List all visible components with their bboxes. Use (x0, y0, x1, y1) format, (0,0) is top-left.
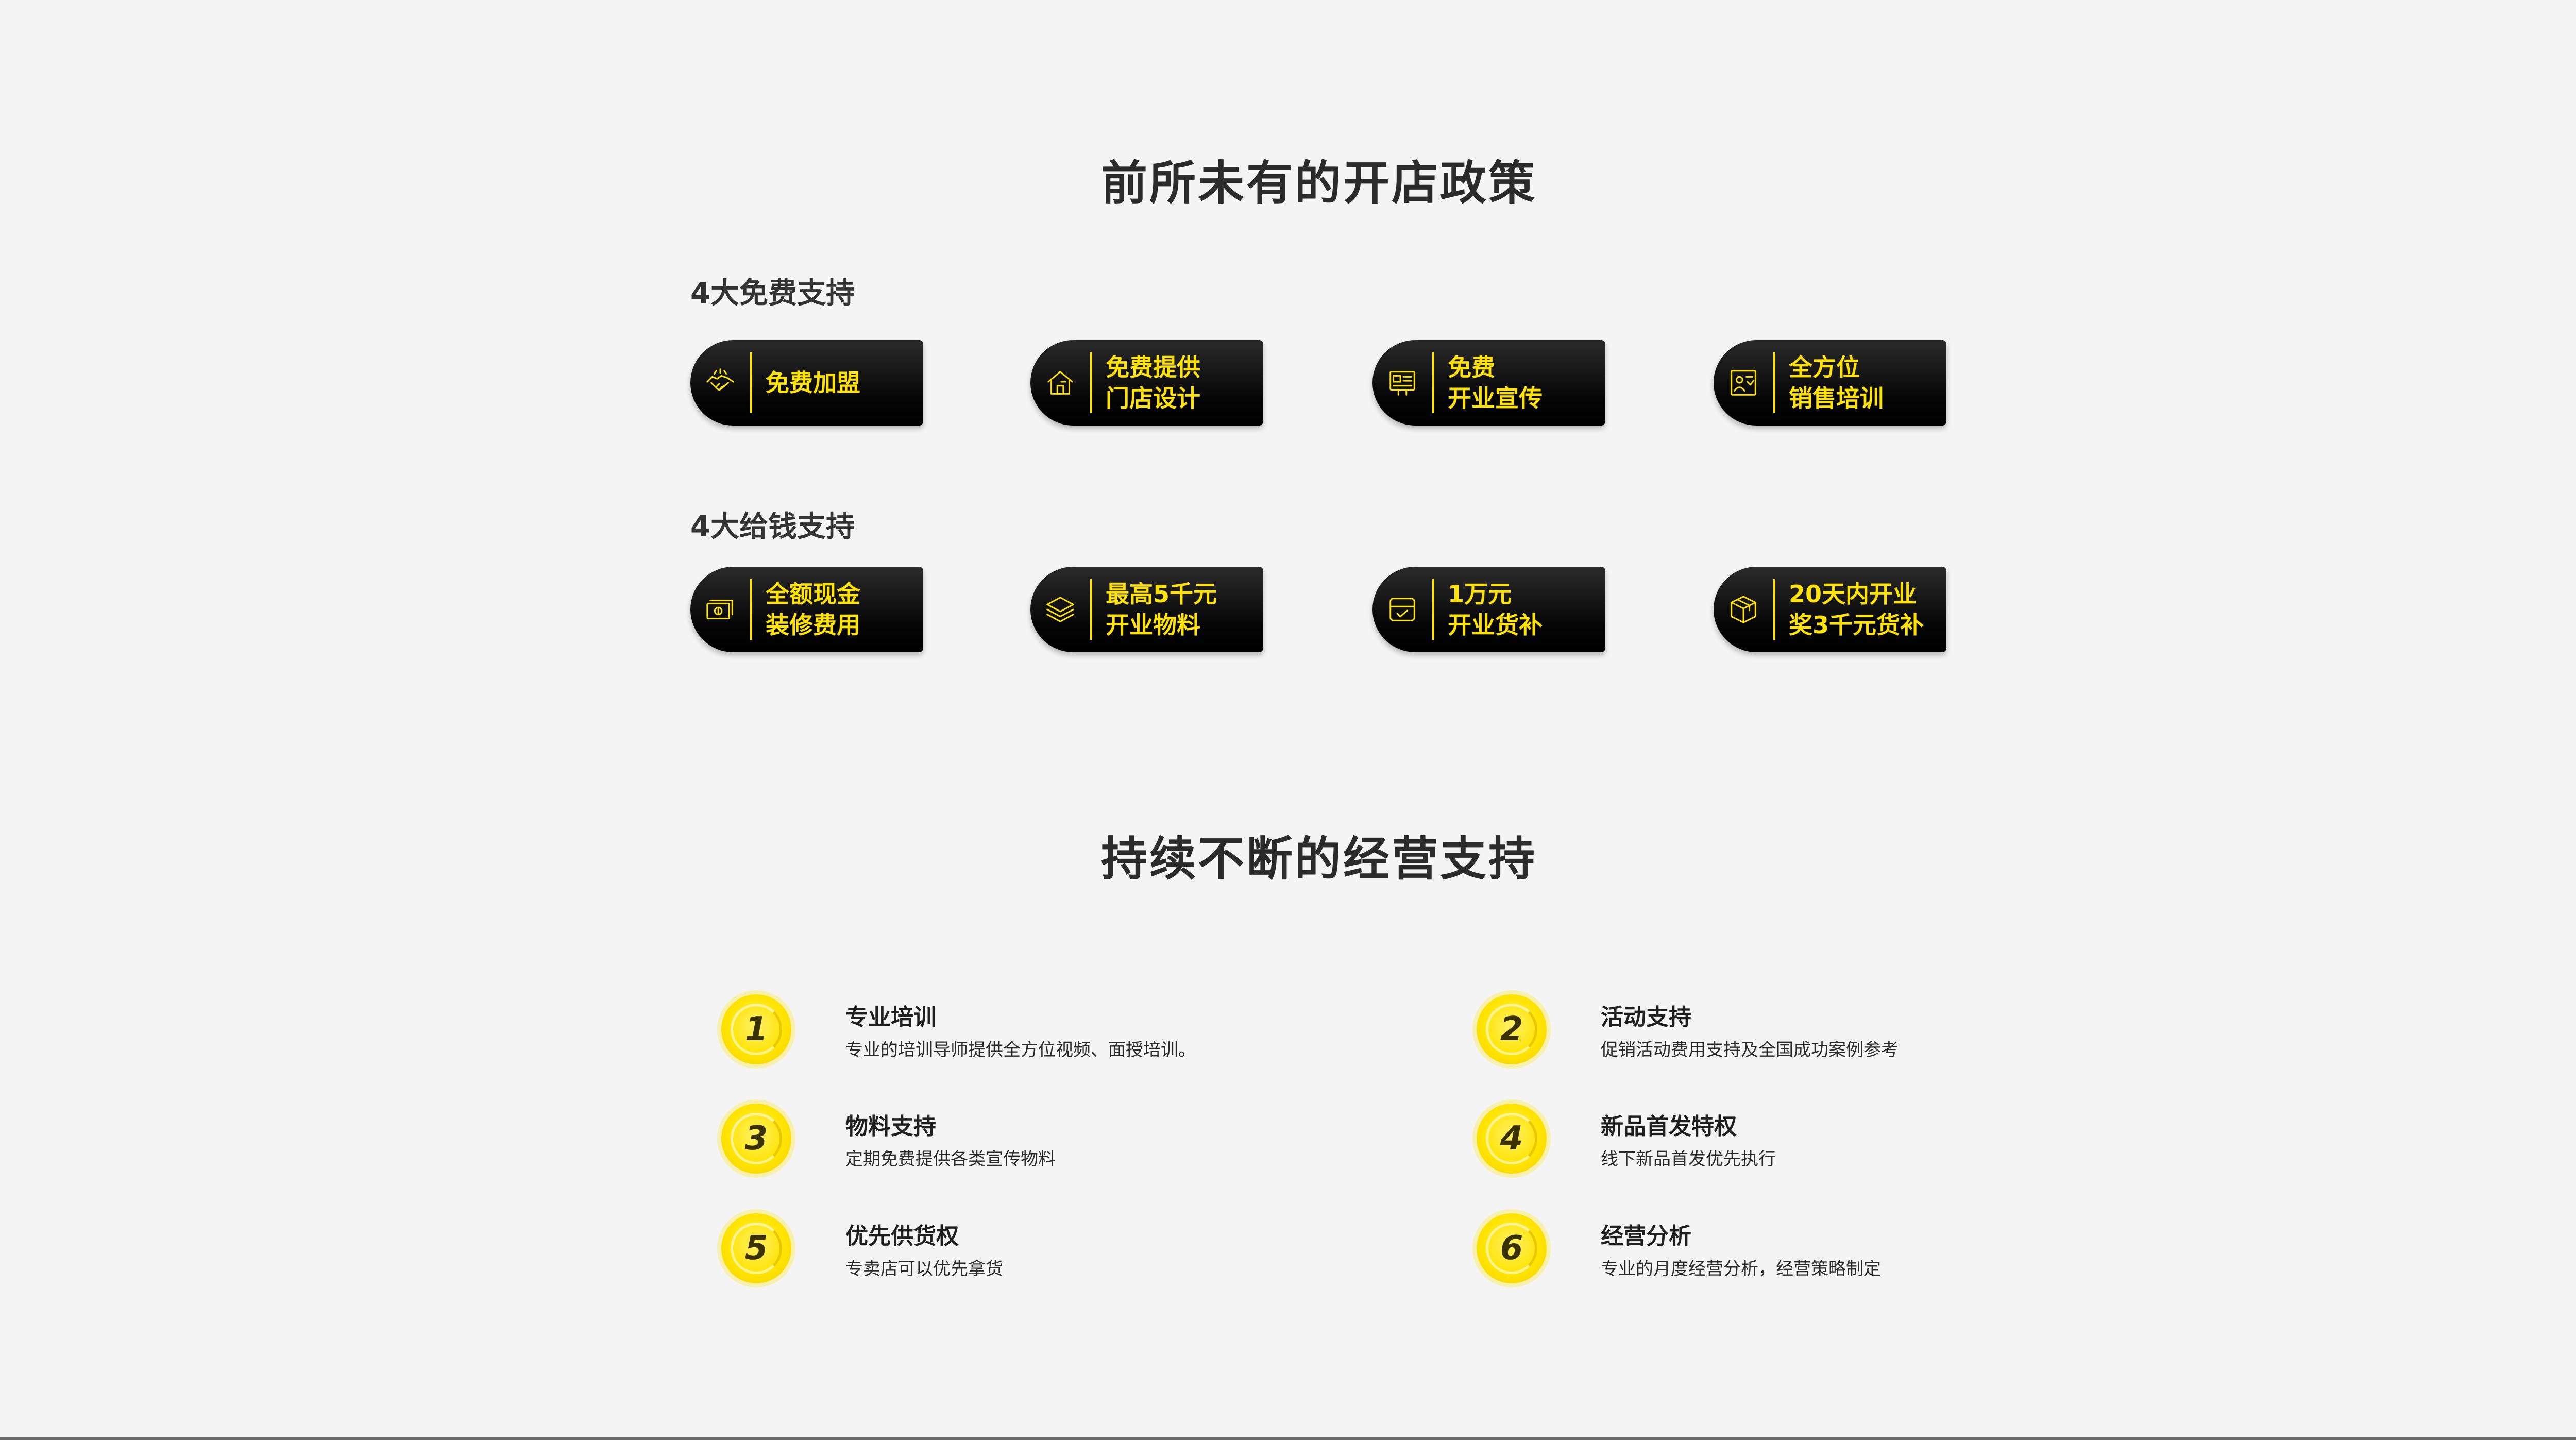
badge-number: 5 (744, 1229, 768, 1267)
operation-title: 持续不断的经营支持 (1101, 832, 1537, 886)
number-badge: 6 (1477, 1213, 1547, 1283)
trainer-board-icon (1714, 340, 1773, 426)
card-line: 奖3千元货补 (1789, 611, 1924, 639)
free-support-label: 4大免费支持 (690, 277, 855, 310)
badge-number: 1 (744, 1010, 768, 1048)
billboard-icon (1372, 340, 1432, 426)
number-badge: 2 (1477, 994, 1547, 1064)
badge-number: 4 (1500, 1120, 1523, 1158)
policy-title: 前所未有的开店政策 (1101, 156, 1537, 210)
number-badge: 1 (721, 994, 791, 1064)
storefront-icon (1030, 340, 1090, 426)
card-free-join: 免费加盟 (690, 340, 923, 426)
inbox-check-icon (1372, 567, 1432, 652)
badge-number: 2 (1500, 1010, 1523, 1048)
card-divider (750, 579, 752, 640)
card-line: 1万元 (1448, 580, 1512, 608)
card-divider (1432, 579, 1434, 640)
feature-item: 5 优先供货权 专卖店可以优先拿货 (721, 1213, 1391, 1296)
card-line: 免费 (1448, 353, 1495, 381)
feature-title: 物料支持 (845, 1113, 936, 1140)
card-line: 销售培训 (1789, 384, 1884, 412)
card-text: 20天内开业 奖3千元货补 (1775, 579, 1924, 640)
feature-title: 专业培训 (845, 1004, 936, 1030)
card-text: 免费加盟 (752, 367, 860, 398)
card-line: 开业物料 (1106, 611, 1200, 639)
feature-desc: 专业的培训导师提供全方位视频、面授培训。 (845, 1040, 1196, 1060)
feature-item: 6 经营分析 专业的月度经营分析，经营策略制定 (1477, 1213, 2146, 1296)
card-opening-materials: 最高5千元 开业物料 (1030, 567, 1263, 652)
feature-title: 经营分析 (1601, 1223, 1691, 1249)
card-text: 最高5千元 开业物料 (1092, 579, 1217, 640)
card-divider (1432, 352, 1434, 413)
card-opening-promo: 免费 开业宣传 (1372, 340, 1605, 426)
feature-title: 活动支持 (1601, 1004, 1691, 1030)
card-opening-subsidy: 1万元 开业货补 (1372, 567, 1605, 652)
feature-item: 4 新品首发特权 线下新品首发优先执行 (1477, 1104, 2146, 1186)
card-line: 门店设计 (1106, 384, 1200, 412)
card-line: 全额现金 (766, 580, 860, 608)
feature-title: 优先供货权 (845, 1223, 959, 1249)
free-support-row: 免费加盟 免费提供 门店设计 (0, 340, 2576, 428)
card-line: 装修费用 (766, 611, 860, 639)
feature-item: 3 物料支持 定期免费提供各类宣传物料 (721, 1104, 1391, 1186)
card-line: 全方位 (1789, 353, 1860, 381)
feature-item: 2 活动支持 促销活动费用支持及全国成功案例参考 (1477, 994, 2146, 1077)
card-divider (1090, 352, 1092, 413)
cash-icon (690, 567, 750, 652)
card-divider (1773, 579, 1775, 640)
card-line: 20天内开业 (1789, 580, 1917, 608)
badge-number: 6 (1500, 1229, 1523, 1267)
card-divider (1773, 352, 1775, 413)
feature-desc: 定期免费提供各类宣传物料 (845, 1149, 1056, 1170)
money-support-row: 全额现金 装修费用 最高5千元 开业物料 (0, 567, 2576, 654)
feature-item: 1 专业培训 专业的培训导师提供全方位视频、面授培训。 (721, 994, 1391, 1077)
card-line: 开业货补 (1448, 611, 1543, 639)
feature-desc: 专卖店可以优先拿货 (845, 1259, 1003, 1279)
package-icon (1714, 567, 1773, 652)
card-fast-opening-bonus: 20天内开业 奖3千元货补 (1714, 567, 1946, 652)
card-line: 免费加盟 (766, 369, 860, 397)
card-text: 全方位 销售培训 (1775, 352, 1884, 414)
card-text: 1万元 开业货补 (1434, 579, 1543, 640)
badge-number: 3 (744, 1120, 768, 1158)
card-line: 开业宣传 (1448, 384, 1543, 412)
card-text: 免费提供 门店设计 (1092, 352, 1200, 414)
card-store-design: 免费提供 门店设计 (1030, 340, 1263, 426)
card-divider (1090, 579, 1092, 640)
card-sales-training: 全方位 销售培训 (1714, 340, 1946, 426)
number-badge: 4 (1477, 1104, 1547, 1174)
card-line: 免费提供 (1106, 353, 1200, 381)
card-line: 最高5千元 (1106, 580, 1217, 608)
feature-desc: 专业的月度经营分析，经营策略制定 (1601, 1259, 1881, 1279)
card-divider (750, 352, 752, 413)
feature-desc: 线下新品首发优先执行 (1601, 1149, 1776, 1170)
card-renovation-cash: 全额现金 装修费用 (690, 567, 923, 652)
handshake-icon (690, 340, 750, 426)
money-support-label: 4大给钱支持 (690, 510, 855, 544)
feature-desc: 促销活动费用支持及全国成功案例参考 (1601, 1040, 1899, 1060)
number-badge: 3 (721, 1104, 791, 1174)
card-text: 免费 开业宣传 (1434, 352, 1543, 414)
card-text: 全额现金 装修费用 (752, 579, 860, 640)
number-badge: 5 (721, 1213, 791, 1283)
layers-icon (1030, 567, 1090, 652)
feature-title: 新品首发特权 (1601, 1113, 1737, 1140)
bottom-divider (0, 1437, 2576, 1440)
